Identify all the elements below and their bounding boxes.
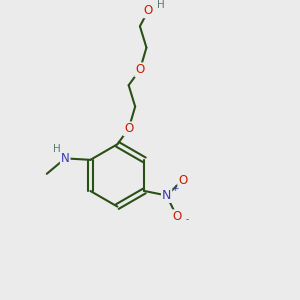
Text: N: N — [61, 152, 70, 165]
Text: O: O — [172, 210, 182, 223]
Text: O: O — [178, 173, 188, 187]
Text: -: - — [186, 215, 189, 224]
Text: O: O — [124, 122, 133, 135]
Text: O: O — [135, 63, 145, 76]
Text: H: H — [157, 1, 165, 10]
Text: O: O — [144, 4, 153, 17]
Text: +: + — [171, 184, 178, 194]
Text: H: H — [53, 144, 61, 154]
Text: N: N — [162, 189, 171, 202]
